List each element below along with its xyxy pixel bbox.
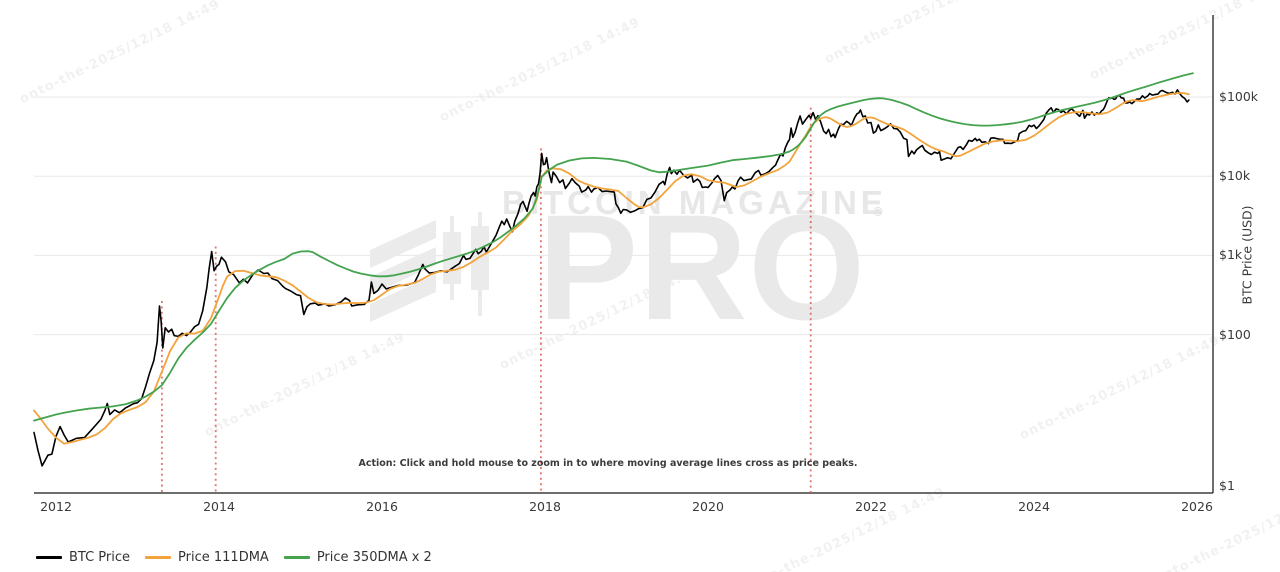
series-line-0 — [33, 89, 1190, 467]
x-tick-label: 2024 — [1018, 499, 1050, 514]
x-tick-label: 2022 — [855, 499, 887, 514]
legend-label: Price 111DMA — [178, 550, 269, 565]
btc-price-swatch-icon — [36, 556, 62, 559]
legend-label: BTC Price — [69, 550, 131, 565]
x-tick-label: 2018 — [529, 499, 561, 514]
y-tick-label: $10k — [1219, 168, 1251, 184]
price-350dma-swatch-icon — [283, 556, 310, 559]
legend: BTC Price Price 111DMA Price 350DMA x 2 — [36, 550, 432, 565]
y-tick-label: $1 — [1219, 478, 1235, 493]
x-tick-label: 2012 — [40, 499, 72, 514]
legend-item-price-350dma[interactable]: Price 350DMA x 2 — [283, 550, 432, 565]
x-tick-label: 2020 — [692, 499, 724, 514]
series-line-2 — [33, 72, 1194, 422]
x-tick-label: 2014 — [203, 499, 235, 514]
x-tick-label: 2016 — [366, 499, 398, 514]
y-tick-label: $1k — [1219, 247, 1243, 263]
legend-item-price-111dma[interactable]: Price 111DMA — [145, 550, 269, 565]
price-111dma-swatch-icon — [145, 556, 172, 559]
y-tick-label: $100 — [1219, 326, 1251, 342]
y-tick-label: $100k — [1219, 89, 1259, 104]
action-note: Action: Click and hold mouse to zoom in … — [358, 458, 858, 469]
x-tick-label: 2026 — [1181, 499, 1213, 514]
legend-item-btc-price[interactable]: BTC Price — [36, 550, 130, 565]
legend-label: Price 350DMA x 2 — [316, 550, 432, 565]
series-line-1 — [33, 92, 1190, 445]
